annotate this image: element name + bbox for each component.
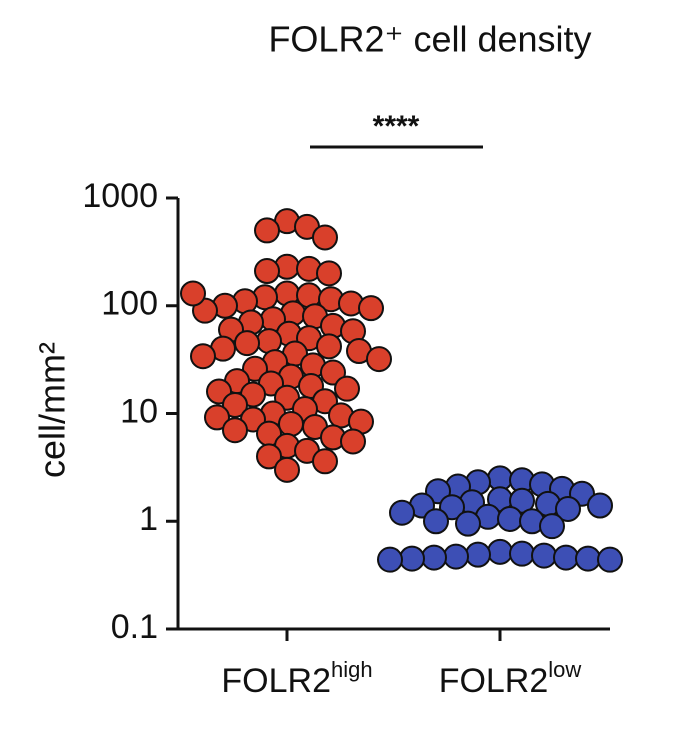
x-tick-label: FOLR2high [221, 657, 372, 700]
data-point [539, 513, 565, 540]
data-point [423, 508, 449, 535]
data-point [316, 260, 342, 287]
y-tick-label: 0.1 [111, 608, 158, 646]
data-point [180, 280, 206, 307]
significance-label: **** [373, 110, 420, 143]
data-point [597, 546, 623, 573]
data-point [274, 456, 300, 483]
data-point [497, 505, 523, 532]
data-point [509, 540, 535, 567]
data-point [254, 217, 280, 244]
data-point [587, 492, 613, 519]
data-point [222, 391, 248, 418]
data-point [399, 545, 425, 572]
category-name: FOLR2 [439, 662, 549, 700]
data-point [278, 410, 304, 437]
x-tick-label: FOLR2low [439, 657, 582, 700]
category-superscript: high [331, 657, 373, 682]
data-point [312, 448, 338, 475]
y-tick-label: 100 [101, 285, 158, 323]
data-point [465, 541, 491, 568]
y-tick-label: 1 [139, 500, 158, 538]
data-point [575, 545, 601, 572]
y-tick-label: 10 [120, 392, 158, 430]
data-point [366, 346, 392, 373]
data-point [190, 343, 216, 370]
chart-title: FOLR2⁺ cell density [268, 19, 591, 60]
data-point [242, 355, 268, 382]
data-point [553, 544, 579, 571]
data-point [455, 510, 481, 537]
data-point [234, 330, 260, 357]
data-point [312, 224, 338, 251]
data-point [443, 543, 469, 570]
y-tick-label: 1000 [82, 177, 158, 215]
data-point [555, 495, 581, 522]
category-name: FOLR2 [221, 662, 331, 700]
data-point [389, 499, 415, 526]
data-point [316, 333, 342, 360]
y-axis-label: cell/mm² [32, 342, 73, 478]
data-point [421, 544, 447, 571]
data-point [340, 428, 366, 455]
data-point [358, 295, 384, 322]
data-point [256, 443, 282, 470]
data-point [334, 375, 360, 402]
data-point [204, 404, 230, 431]
data-point [509, 487, 535, 514]
data-point [487, 538, 513, 565]
category-superscript: low [548, 657, 581, 682]
data-point [377, 546, 403, 573]
data-point [222, 417, 248, 444]
data-point [254, 258, 280, 285]
data-point [531, 542, 557, 569]
